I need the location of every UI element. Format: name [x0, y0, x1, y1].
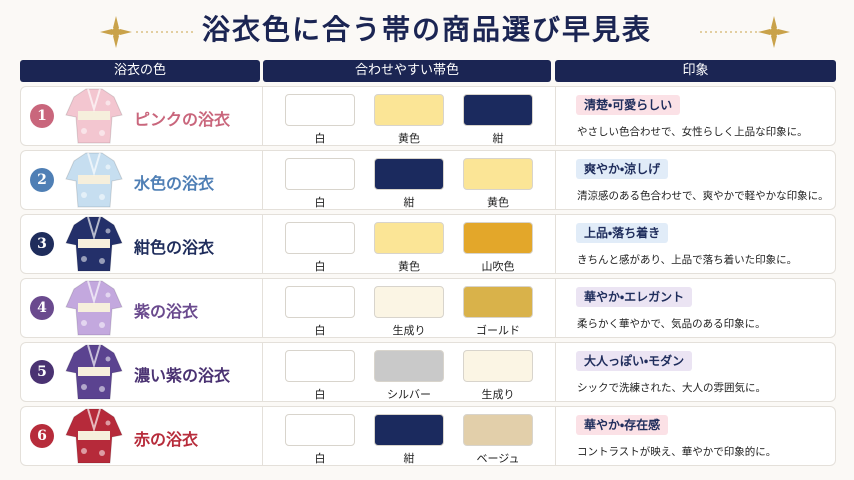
obi-swatch	[285, 94, 355, 126]
kimono-illustration	[65, 152, 123, 208]
obi-label: 黄色	[398, 260, 420, 273]
title-ornament	[100, 16, 196, 48]
kimono-illustration	[65, 344, 123, 400]
divider	[262, 86, 263, 146]
divider	[555, 86, 556, 146]
row-number: 1	[30, 104, 54, 128]
kimono-illustration	[65, 408, 123, 464]
divider	[262, 150, 263, 210]
column-header: 合わせやすい帯色	[263, 60, 551, 82]
obi-label: 生成り	[481, 388, 515, 401]
impression-text: きちんと感があり、上品で落ち着いた印象に。	[577, 254, 798, 266]
impression-tag: 大人っぽい・モダン	[576, 351, 693, 371]
obi-label: 紺	[492, 132, 504, 145]
obi-label: 黄色	[487, 196, 509, 209]
row-number: 3	[30, 232, 54, 256]
impression-text: コントラストが映え、華やかで印象的に。	[577, 446, 777, 458]
divider	[262, 214, 263, 274]
divider	[555, 406, 556, 466]
obi-swatch	[285, 222, 355, 254]
impression-text: シックで洗練された、大人の雰囲気に。	[577, 382, 766, 394]
impression-tag: 清楚・可愛らしい	[576, 95, 681, 115]
obi-label: 生成り	[392, 324, 426, 337]
yukata-name: 濃い紫の浴衣	[134, 366, 231, 385]
row-number: 5	[30, 360, 54, 384]
divider	[262, 342, 263, 402]
row-number: 2	[30, 168, 54, 192]
obi-label: 白	[314, 196, 326, 209]
obi-swatch	[374, 222, 444, 254]
kimono-illustration	[65, 216, 123, 272]
obi-swatch	[285, 414, 355, 446]
obi-label: 紺	[403, 196, 415, 209]
column-header: 印象	[555, 60, 836, 82]
obi-label: ベージュ	[476, 452, 520, 465]
impression-tag: 華やか・エレガント	[576, 287, 693, 307]
obi-swatch	[374, 94, 444, 126]
impression-tag: 上品・落ち着き	[576, 223, 669, 243]
obi-swatch	[285, 158, 355, 190]
obi-label: 黄色	[398, 132, 420, 145]
obi-label: 白	[314, 260, 326, 273]
yukata-name: 水色の浴衣	[134, 174, 215, 193]
obi-swatch	[374, 350, 444, 382]
kimono-illustration	[65, 88, 123, 144]
divider	[555, 342, 556, 402]
impression-tag: 爽やか・涼しげ	[576, 159, 669, 179]
divider	[555, 278, 556, 338]
obi-swatch	[463, 350, 533, 382]
obi-swatch	[463, 158, 533, 190]
column-header: 浴衣の色	[20, 60, 260, 82]
obi-label: 白	[314, 452, 326, 465]
title-ornament	[700, 16, 790, 48]
divider	[555, 150, 556, 210]
yukata-name: ピンクの浴衣	[134, 110, 231, 129]
divider	[262, 278, 263, 338]
title: 浴衣色に合う帯の商品選び早見表	[201, 13, 652, 46]
impression-text: やさしい色合わせで、女性らしく上品な印象に。	[577, 126, 808, 138]
obi-label: 山吹色	[481, 260, 515, 273]
yukata-name: 紺色の浴衣	[134, 238, 215, 257]
impression-tag: 華やか・存在感	[576, 415, 669, 435]
obi-label: シルバー	[387, 388, 431, 401]
obi-label: 白	[314, 324, 326, 337]
row-number: 6	[30, 424, 54, 448]
kimono-illustration	[65, 280, 123, 336]
obi-swatch	[374, 414, 444, 446]
obi-swatch	[463, 286, 533, 318]
yukata-name: 紫の浴衣	[134, 302, 199, 321]
row-number: 4	[30, 296, 54, 320]
obi-swatch	[285, 286, 355, 318]
obi-label: ゴールド	[476, 324, 520, 337]
obi-swatch	[463, 94, 533, 126]
obi-swatch	[463, 414, 533, 446]
obi-label: 白	[314, 388, 326, 401]
impression-text: 清涼感のある色合わせで、爽やかで軽やかな印象に。	[577, 190, 829, 202]
divider	[262, 406, 263, 466]
obi-swatch	[374, 286, 444, 318]
obi-label: 紺	[403, 452, 415, 465]
yukata-name: 赤の浴衣	[134, 430, 199, 449]
obi-swatch	[463, 222, 533, 254]
obi-swatch	[285, 350, 355, 382]
impression-text: 柔らかく華やかで、気品のある印象に。	[577, 318, 766, 330]
divider	[555, 214, 556, 274]
obi-label: 白	[314, 132, 326, 145]
obi-swatch	[374, 158, 444, 190]
